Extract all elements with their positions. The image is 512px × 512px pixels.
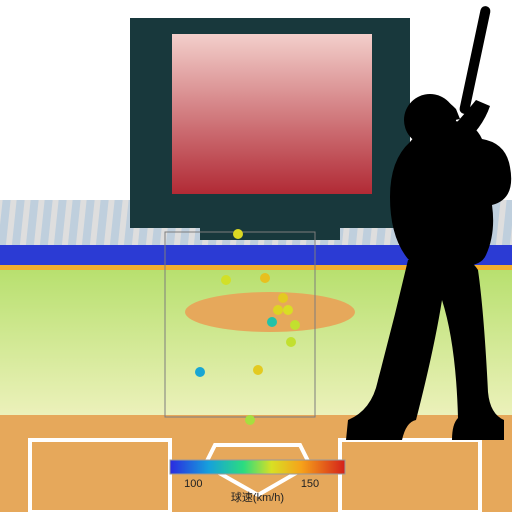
legend-tick: 100 — [184, 478, 202, 490]
pitch-point — [221, 275, 231, 285]
pitch-point — [278, 293, 288, 303]
pitch-location-chart: 100 150 球速(km/h) — [0, 0, 512, 512]
pitch-point — [273, 305, 283, 315]
pitch-point — [260, 273, 270, 283]
overlay-svg: 100 150 球速(km/h) — [0, 0, 512, 512]
pitch-point — [290, 320, 300, 330]
pitch-point — [245, 415, 255, 425]
pitch-point — [233, 229, 243, 239]
pitch-point — [267, 317, 277, 327]
pitch-point — [286, 337, 296, 347]
bat — [459, 5, 492, 115]
batter-box — [340, 440, 480, 512]
batter-legs — [346, 254, 504, 440]
batter-box — [30, 440, 170, 512]
pitch-point — [283, 305, 293, 315]
scoreboard-panel — [172, 34, 372, 194]
pitch-point — [253, 365, 263, 375]
legend-colorbar — [170, 460, 345, 474]
pitch-point — [195, 367, 205, 377]
legend-axis-label: 球速(km/h) — [231, 490, 284, 504]
legend-tick: 150 — [301, 478, 319, 490]
